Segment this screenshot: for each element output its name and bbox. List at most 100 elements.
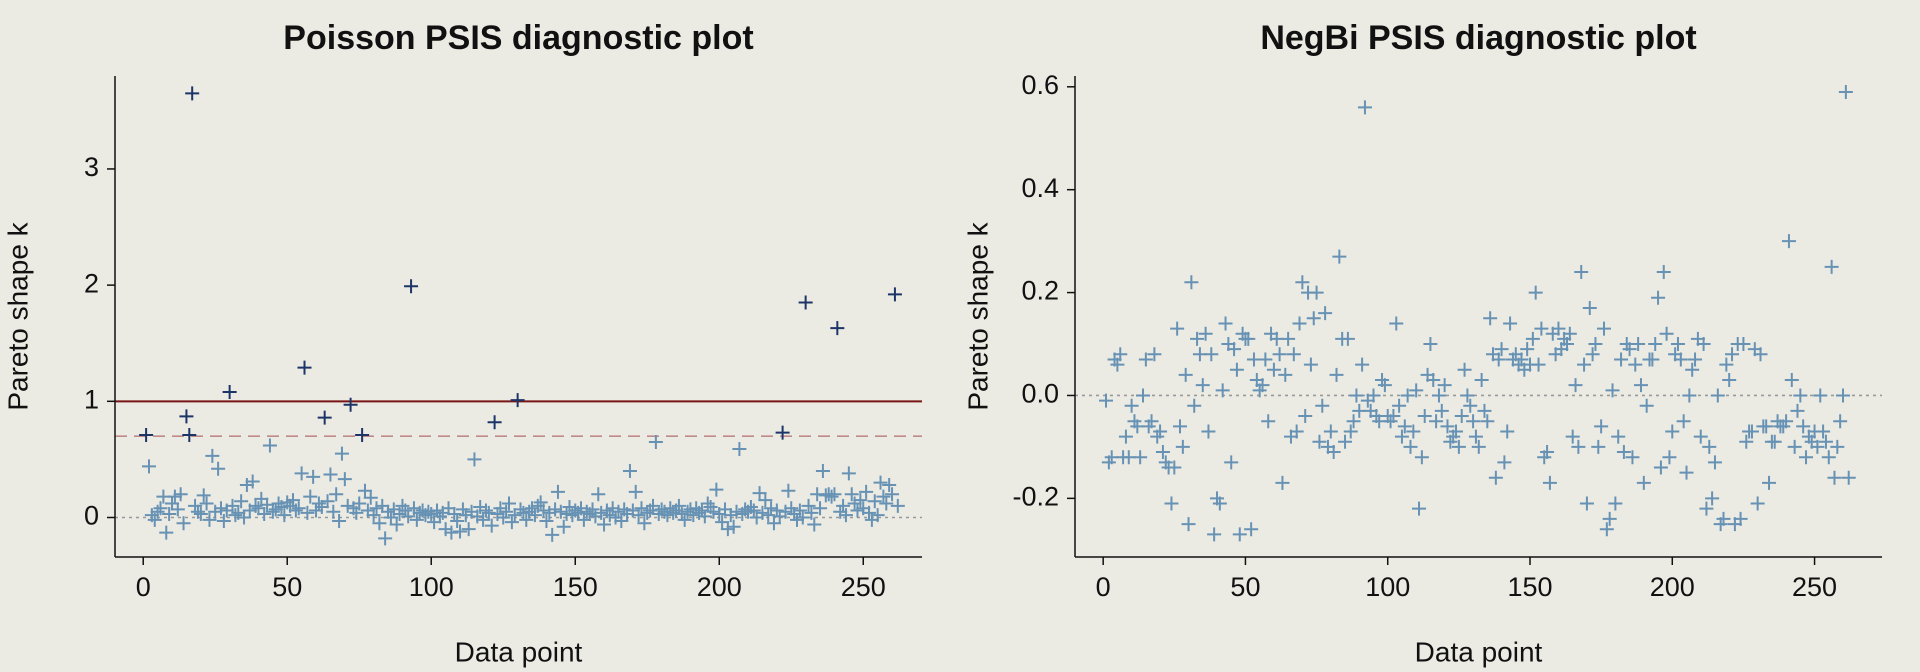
point	[363, 490, 378, 505]
x-axis-label: Data point	[455, 636, 583, 667]
point	[1406, 424, 1421, 439]
point	[1394, 429, 1409, 444]
point	[1118, 429, 1133, 444]
point	[597, 517, 612, 532]
point	[1503, 316, 1518, 331]
point	[1212, 496, 1227, 511]
point	[1818, 434, 1833, 449]
point	[1562, 326, 1577, 341]
point	[674, 507, 689, 522]
point	[147, 512, 162, 527]
point	[1110, 357, 1125, 372]
point	[1733, 511, 1748, 526]
point	[1201, 424, 1216, 439]
point	[372, 516, 387, 531]
point	[510, 393, 525, 408]
point	[265, 504, 280, 519]
point	[1295, 275, 1310, 290]
point	[389, 517, 404, 532]
point	[585, 502, 600, 517]
point	[268, 502, 283, 517]
point	[1551, 321, 1566, 336]
point	[458, 508, 473, 523]
point	[1622, 342, 1637, 357]
x-tick-label: 150	[553, 572, 598, 602]
point	[412, 505, 427, 520]
point	[847, 496, 862, 511]
point	[654, 502, 669, 517]
point	[1582, 301, 1597, 316]
point	[1417, 409, 1432, 424]
point	[493, 501, 508, 516]
point	[1679, 465, 1694, 480]
x-tick-label: 250	[1792, 572, 1837, 602]
point	[1349, 388, 1364, 403]
point	[1392, 398, 1407, 413]
point	[1153, 424, 1168, 439]
point	[1488, 470, 1503, 485]
point	[867, 494, 882, 509]
point	[1716, 511, 1731, 526]
point	[804, 505, 819, 520]
point	[1824, 259, 1839, 274]
point	[807, 517, 822, 532]
point	[1167, 460, 1182, 475]
point	[1750, 496, 1765, 511]
point	[432, 509, 447, 524]
point	[1258, 352, 1273, 367]
point	[795, 510, 810, 525]
point	[792, 503, 807, 518]
point	[1468, 429, 1483, 444]
point	[859, 484, 874, 499]
point	[1315, 398, 1330, 413]
y-tick-label: -0.2	[1012, 481, 1059, 511]
point	[801, 498, 816, 513]
point	[1528, 285, 1543, 300]
point	[1281, 331, 1296, 346]
point	[697, 509, 712, 524]
point	[818, 488, 833, 503]
point	[222, 385, 237, 400]
point	[1602, 511, 1617, 526]
point	[628, 484, 643, 499]
point	[718, 502, 733, 517]
point	[1389, 316, 1404, 331]
point	[815, 464, 830, 479]
point	[1207, 527, 1222, 542]
point	[594, 505, 609, 520]
point	[225, 498, 240, 513]
point	[752, 486, 767, 501]
point	[1144, 414, 1159, 429]
point	[784, 501, 799, 516]
point	[1357, 100, 1372, 115]
point	[758, 493, 773, 508]
point	[170, 502, 185, 517]
point	[1124, 398, 1139, 413]
point	[1599, 522, 1614, 537]
y-tick-label: 2	[84, 268, 99, 298]
point	[1323, 424, 1338, 439]
point	[323, 467, 338, 482]
x-tick-label: 50	[272, 572, 302, 602]
point	[1318, 306, 1333, 321]
point	[1648, 337, 1663, 352]
point	[1187, 398, 1202, 413]
point	[1133, 450, 1148, 465]
point	[1306, 311, 1321, 326]
point	[1639, 398, 1654, 413]
point	[1682, 388, 1697, 403]
point	[1542, 475, 1557, 490]
point	[1449, 424, 1464, 439]
point	[1266, 362, 1281, 377]
point	[761, 508, 776, 523]
point	[1434, 403, 1449, 418]
point	[188, 498, 203, 513]
point	[692, 505, 707, 520]
point	[496, 510, 511, 525]
y-axis-label: Pareto shape k	[962, 221, 993, 410]
point	[1440, 419, 1455, 434]
point	[838, 508, 853, 523]
point	[453, 524, 468, 539]
point	[369, 501, 384, 516]
chart-title: Poisson PSIS diagnostic plot	[283, 19, 753, 57]
